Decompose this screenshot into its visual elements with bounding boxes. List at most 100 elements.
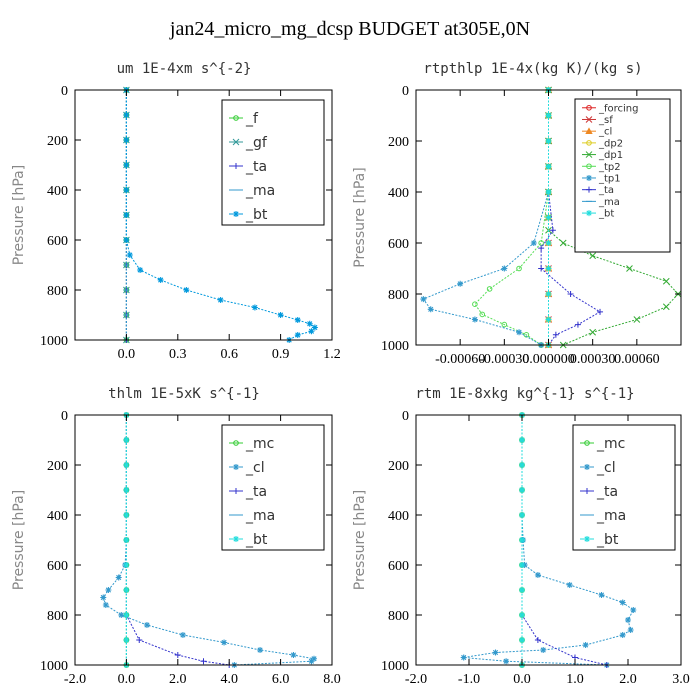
data-point — [479, 311, 486, 318]
data-point — [545, 138, 552, 144]
series-line — [474, 90, 549, 346]
y-axis-label: Pressure [hPa] — [352, 167, 368, 267]
data-point — [516, 329, 523, 336]
x-tick-label: -2.0 — [64, 672, 86, 687]
y-tick-label: 800 — [47, 284, 68, 299]
legend-entry: _cl — [245, 460, 265, 476]
y-tick-label: 1000 — [40, 334, 68, 349]
y-tick-label: 1000 — [381, 339, 409, 354]
legend-entry: _bt — [245, 532, 268, 548]
data-point — [492, 649, 499, 656]
data-point — [183, 287, 190, 293]
data-point — [306, 320, 313, 327]
x-tick-label: -0.00030 — [479, 352, 529, 367]
y-tick-label: 1000 — [381, 659, 409, 674]
data-point — [630, 607, 637, 613]
data-point — [251, 304, 258, 311]
data-point — [123, 112, 130, 118]
data-point — [545, 240, 552, 246]
y-tick-label: 400 — [388, 186, 409, 201]
panel-title: rtpthlp 1E-4x(kg K)/(kg s) — [423, 61, 642, 77]
data-point — [294, 332, 301, 338]
data-point — [545, 265, 552, 272]
data-point — [277, 312, 284, 318]
series-ta — [123, 412, 233, 668]
data-point — [619, 632, 626, 638]
legend-marker — [233, 211, 239, 217]
data-point — [598, 592, 605, 598]
data-point — [217, 297, 224, 303]
data-point — [123, 187, 130, 193]
data-point — [311, 655, 318, 662]
data-point — [545, 214, 552, 221]
data-point — [627, 627, 634, 633]
x-tick-label: -2.0 — [405, 672, 427, 687]
y-tick-label: 200 — [47, 459, 68, 474]
chart-panel-1: um 1E-4xm s^{-2} Pressure [hPa] 0.0 0.3 0.6 0… — [11, 61, 341, 362]
data-point — [574, 321, 581, 328]
data-point — [200, 658, 207, 665]
y-tick-label: 800 — [388, 288, 409, 303]
data-point — [516, 265, 522, 272]
legend-marker — [585, 116, 593, 123]
data-point — [519, 637, 525, 643]
data-point — [519, 537, 525, 543]
data-point — [501, 265, 508, 272]
data-point — [534, 572, 541, 578]
legend-marker — [586, 186, 592, 193]
legend-entry: _f — [245, 111, 259, 127]
legend-entry: _bt — [596, 532, 619, 548]
x-tick-label: 0.0 — [118, 347, 136, 362]
data-point — [123, 437, 130, 443]
legend-entry: _ta — [245, 159, 267, 175]
legend-entry: _forcing — [598, 103, 639, 114]
y-tick-label: 600 — [388, 559, 409, 574]
y-tick-label: 200 — [47, 134, 68, 149]
data-point — [538, 245, 545, 252]
data-point — [427, 306, 434, 313]
legend-box — [221, 99, 325, 226]
y-tick-label: 0 — [61, 409, 68, 424]
data-point — [294, 317, 301, 323]
data-point — [123, 587, 130, 593]
series-bt — [545, 87, 552, 348]
x-tick-label: -1.0 — [458, 672, 480, 687]
data-point — [633, 316, 641, 323]
data-point — [530, 240, 537, 246]
legend-marker — [585, 127, 593, 134]
x-tick-label: -0.00060 — [435, 352, 485, 367]
data-point — [102, 602, 109, 608]
data-point — [105, 587, 112, 593]
data-point — [538, 265, 545, 272]
chart-panel-4: rtm 1E-8xkg kg^{-1} s^{-1} Pressure [hPa]… — [352, 386, 690, 687]
data-point — [662, 303, 670, 311]
legend-box — [221, 424, 325, 551]
legend-marker — [584, 440, 590, 446]
data-point — [519, 512, 525, 518]
legend: _mc _cl _ta _ma _bt — [572, 424, 676, 551]
y-tick-label: 800 — [388, 609, 409, 624]
legend-marker — [586, 210, 592, 217]
legend-entry: _mc — [596, 436, 625, 452]
y-tick-label: 800 — [47, 609, 68, 624]
y-axis-label: Pressure [hPa] — [352, 490, 368, 590]
data-point — [519, 562, 525, 568]
data-point — [123, 562, 130, 568]
legend-marker — [586, 163, 592, 170]
x-tick-label: 3.0 — [672, 672, 690, 687]
data-point — [123, 137, 130, 143]
data-point — [545, 112, 552, 119]
data-point — [545, 189, 552, 195]
x-tick-label: 0.0 — [118, 672, 136, 687]
legend-entry: _ta — [596, 484, 618, 500]
data-point — [619, 599, 626, 606]
x-tick-label: 4.0 — [220, 672, 238, 687]
legend-marker — [586, 140, 592, 146]
data-point — [157, 277, 164, 283]
x-tick-label: 8.0 — [323, 672, 341, 687]
legend-entry: _cl — [596, 460, 616, 476]
data-point — [567, 291, 574, 297]
x-tick-label: 0.00060 — [614, 352, 660, 367]
y-axis-label: Pressure [hPa] — [11, 165, 27, 265]
legend-box — [572, 424, 676, 551]
